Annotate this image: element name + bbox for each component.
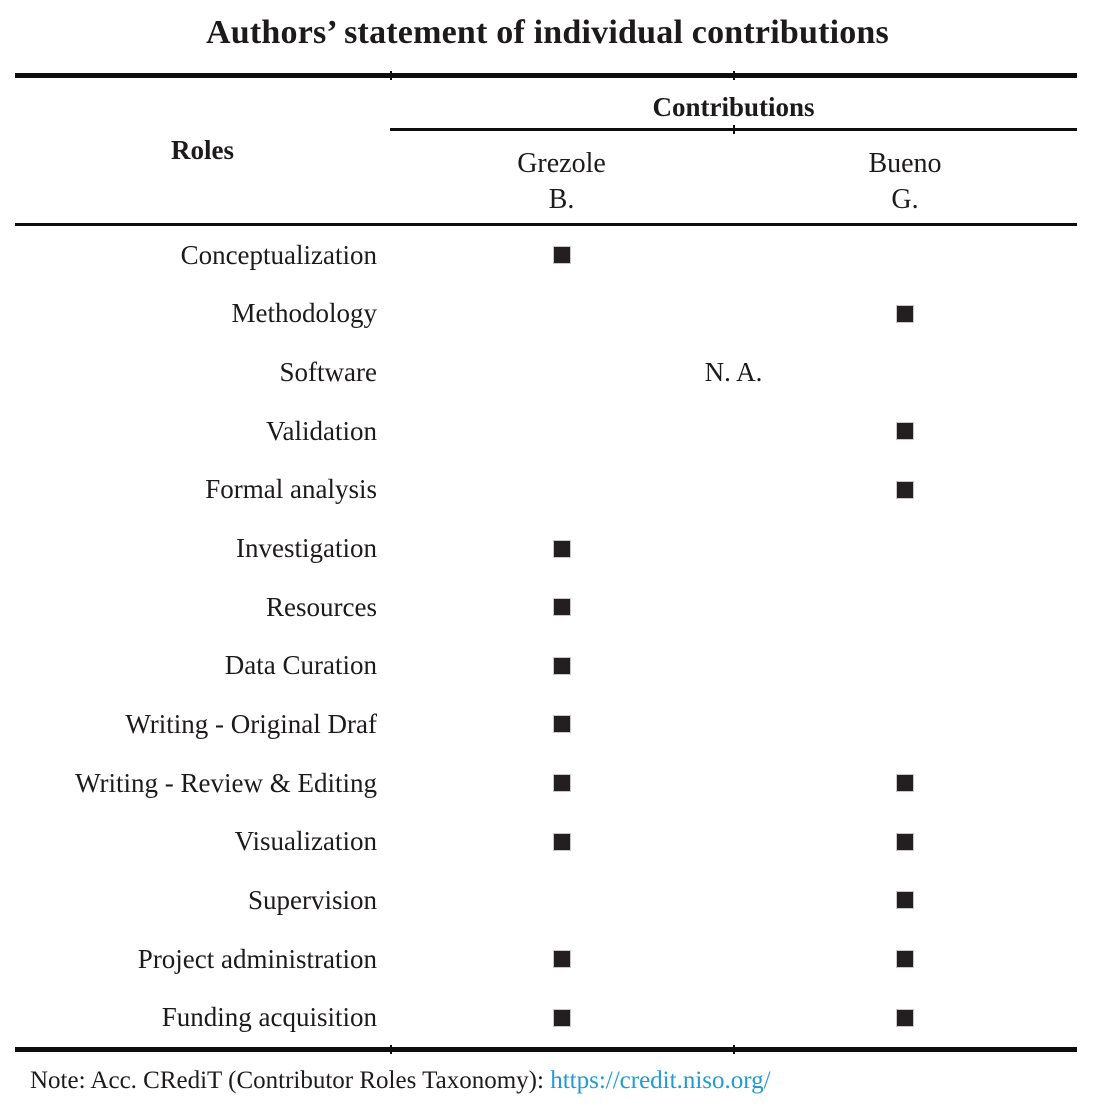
table-note: Note: Acc. CRediT (Contributor Roles Tax… xyxy=(30,1064,771,1098)
cell-bueno xyxy=(733,951,1077,967)
table-row: Data Curation xyxy=(15,636,1077,695)
author-initial: B. xyxy=(548,184,575,215)
contribution-marker-square-icon xyxy=(553,833,570,850)
rule-tick xyxy=(733,71,735,80)
role-label: Software xyxy=(279,357,377,388)
cell-grezole xyxy=(390,1009,733,1026)
rule-tick xyxy=(733,125,735,134)
role-label: Conceptualization xyxy=(180,239,377,270)
table-row: Writing - Review & Editing xyxy=(15,754,1077,813)
rule-tick xyxy=(390,1045,392,1054)
role-label: Project administration xyxy=(137,943,377,974)
role-label: Methodology xyxy=(231,298,378,329)
author-surname: Grezole xyxy=(517,148,606,179)
contribution-marker-square-icon xyxy=(553,247,570,264)
role-label: Funding acquisition xyxy=(161,1002,377,1033)
author-surname: Bueno xyxy=(868,148,942,179)
cell-bueno xyxy=(733,1009,1077,1026)
cell-bueno xyxy=(733,481,1077,498)
contribution-marker-square-icon xyxy=(897,305,913,322)
table-row: Methodology xyxy=(15,285,1077,344)
contributions-underline-rule xyxy=(390,125,1077,134)
contribution-marker-square-icon xyxy=(553,716,570,733)
bottom-rule xyxy=(15,1045,1077,1054)
rule-tick xyxy=(390,71,392,80)
contribution-marker-square-icon xyxy=(897,892,913,909)
contribution-marker-square-icon xyxy=(553,657,570,674)
cell-grezole xyxy=(390,775,733,792)
contributions-header: Contributions xyxy=(652,92,815,122)
contribution-marker-square-icon xyxy=(897,1009,913,1026)
contribution-marker-square-icon xyxy=(553,540,570,557)
table-row: Software N. A. xyxy=(15,343,1077,402)
credit-taxonomy-link[interactable]: https://credit.niso.org/ xyxy=(550,1067,771,1094)
table-row: Funding acquisition xyxy=(15,988,1077,1047)
table-row: Investigation xyxy=(15,519,1077,578)
contribution-marker-square-icon xyxy=(897,833,913,850)
header-bottom-rule xyxy=(15,223,1077,226)
cell-bueno xyxy=(733,305,1077,322)
role-label: Writing - Original Draf xyxy=(125,708,377,739)
table-row: Project administration xyxy=(15,930,1077,989)
note-text: Note: Acc. CRediT (Contributor Roles Tax… xyxy=(30,1067,551,1094)
table-title: Authors’ statement of individual contrib… xyxy=(206,14,889,51)
contribution-marker-square-icon xyxy=(897,423,913,440)
role-label: Validation xyxy=(266,415,377,446)
author-initial: G. xyxy=(891,184,919,215)
cell-grezole xyxy=(390,599,733,616)
cell-bueno xyxy=(733,892,1077,909)
role-label: Visualization xyxy=(234,826,377,857)
role-label: Data Curation xyxy=(224,650,377,681)
table-row: Visualization xyxy=(15,812,1077,871)
role-label: Writing - Review & Editing xyxy=(75,767,377,798)
table-row: Writing - Original Draf xyxy=(15,695,1077,754)
contribution-marker-square-icon xyxy=(553,951,570,967)
contribution-marker-square-icon xyxy=(553,775,570,792)
cell-bueno xyxy=(733,775,1077,792)
cell-grezole xyxy=(390,540,733,557)
role-label: Investigation xyxy=(236,533,377,564)
contribution-marker-square-icon xyxy=(897,481,913,498)
contribution-marker-square-icon xyxy=(553,1009,570,1026)
role-label: Formal analysis xyxy=(205,474,377,505)
cell-bueno xyxy=(733,833,1077,850)
author-header-grezole: Grezole B. xyxy=(390,146,733,218)
roles-column-header: Roles xyxy=(171,135,234,165)
contribution-marker-square-icon xyxy=(897,775,913,792)
author-header-bueno: Bueno G. xyxy=(733,146,1077,218)
table-row: Formal analysis xyxy=(15,461,1077,520)
role-label: Supervision xyxy=(247,884,377,915)
table-row: Supervision xyxy=(15,871,1077,930)
contribution-marker-square-icon xyxy=(897,951,913,967)
cell-bueno xyxy=(733,423,1077,440)
rule-tick xyxy=(733,1045,735,1054)
merged-na-value: N. A. xyxy=(704,357,763,388)
cell-grezole xyxy=(390,833,733,850)
table-row: Validation xyxy=(15,402,1077,461)
cell-grezole xyxy=(390,657,733,674)
contribution-marker-square-icon xyxy=(553,599,570,616)
table-row: Conceptualization xyxy=(15,226,1077,285)
top-rule xyxy=(15,71,1077,80)
table-row: Resources xyxy=(15,578,1077,637)
role-label: Resources xyxy=(266,591,377,622)
cell-grezole xyxy=(390,951,733,967)
cell-grezole xyxy=(390,247,733,264)
table-body: Conceptualization Methodology Software N. A… xyxy=(15,226,1077,1047)
cell-grezole xyxy=(390,716,733,733)
